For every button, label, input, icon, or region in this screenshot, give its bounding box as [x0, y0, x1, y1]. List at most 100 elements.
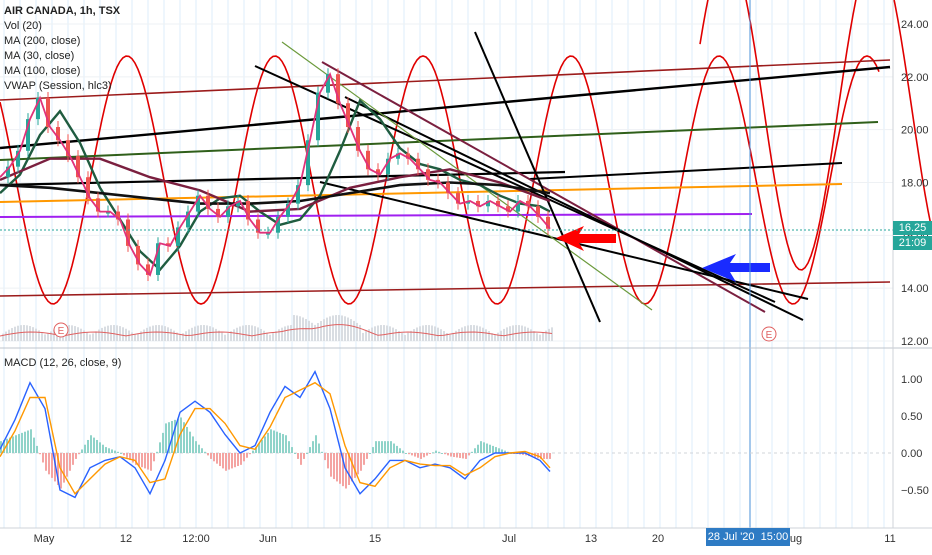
sine-wave-2[interactable] — [699, 0, 932, 271]
volume-bar — [44, 334, 46, 341]
volume-bar — [434, 326, 436, 341]
macd-hist-bar — [249, 453, 251, 455]
volume-bar — [89, 334, 91, 341]
indicator-ma100[interactable]: MA (100, close) — [4, 65, 81, 77]
macd-hist-bar — [105, 447, 107, 453]
macd-hist-bar — [69, 453, 71, 471]
black-mid-trend-line-2[interactable] — [529, 162, 843, 180]
volume-bar — [524, 326, 526, 341]
macd-hist-bar — [162, 432, 164, 453]
falling-trend-line-3[interactable] — [344, 96, 804, 321]
macd-hist-bar — [486, 443, 488, 453]
macd-hist-bar — [30, 429, 32, 453]
volume-bar — [209, 326, 211, 341]
volume-bar — [404, 334, 406, 341]
candle-body — [396, 153, 400, 159]
indicator-ma30[interactable]: MA (30, close) — [4, 50, 75, 62]
candle-body — [276, 216, 280, 233]
macd-hist-bar — [378, 441, 380, 453]
volume-bar — [383, 325, 385, 341]
macd-hist-bar — [81, 449, 83, 453]
macd-hist-bar — [225, 453, 227, 471]
purple-support-line[interactable] — [0, 213, 753, 218]
earnings-marker-2[interactable]: E — [761, 326, 777, 342]
macd-hist-bar — [255, 447, 257, 453]
volume-bar — [29, 326, 31, 341]
macd-series-line — [0, 381, 551, 495]
volume-bar — [368, 329, 370, 341]
volume-bar — [548, 328, 550, 341]
macd-hist-bar — [147, 453, 149, 470]
macd-hist-bar — [405, 453, 407, 454]
macd-legend[interactable]: MACD (12, 26, close, 9) — [4, 356, 121, 371]
candle-body — [386, 158, 390, 175]
volume-bar — [104, 326, 106, 341]
candle-body — [546, 216, 550, 229]
time-tick-label: 15 — [369, 533, 381, 545]
macd-hist-bar — [3, 439, 5, 453]
macd-hist-bar — [90, 435, 92, 453]
time-tick-label: 12 — [120, 533, 132, 545]
macd-hist-bar — [36, 445, 38, 453]
volume-bar — [302, 317, 304, 341]
red-arrow[interactable] — [556, 226, 616, 251]
macd-hist-bar — [519, 453, 521, 455]
macd-hist-bar — [498, 448, 500, 453]
macd-hist-bar — [168, 422, 170, 453]
sine-wave-drawings[interactable] — [0, 0, 932, 305]
macd-hist-bar — [144, 453, 146, 469]
blue-arrow[interactable] — [702, 254, 770, 282]
time-tick-label: May — [34, 533, 55, 545]
thin-green-trend-line[interactable] — [281, 41, 653, 311]
volume-bar — [386, 325, 388, 341]
price-tick-label: 22.00 — [901, 72, 929, 84]
indicator-ma200[interactable]: MA (200, close) — [4, 35, 81, 47]
volume-bar — [512, 325, 514, 341]
macd-hist-bar — [138, 453, 140, 467]
volume-bar — [32, 327, 34, 341]
volume-bar — [413, 329, 415, 341]
macd-axis[interactable]: 1.00 0.50 0.00 −0.50 — [901, 374, 929, 497]
volume-bar — [179, 334, 181, 341]
indicator-vol[interactable]: Vol (20) — [4, 20, 42, 32]
black-upper-trend-line[interactable] — [0, 65, 891, 150]
macd-hist-bar — [444, 453, 446, 455]
macd-hist-bar — [423, 453, 425, 458]
candle-body — [236, 200, 240, 207]
volume-bar — [431, 325, 433, 341]
green-trend-line[interactable] — [0, 121, 879, 161]
macd-hist-bar — [321, 451, 323, 453]
macd-hist-bar — [330, 453, 332, 477]
volume-bar — [365, 330, 367, 341]
time-axis[interactable]: May 12 12:00 Jun 15 Jul 13 20 ug 11 — [34, 533, 896, 545]
volume-bar — [53, 329, 55, 341]
channel-top-line[interactable] — [0, 59, 891, 101]
earnings-marker-1[interactable]: E — [53, 322, 69, 338]
price-legend[interactable]: AIR CANADA, 1h, TSX Vol (20) MA (200, cl… — [4, 4, 120, 94]
macd-hist-bar — [18, 434, 20, 453]
candle-body — [116, 211, 120, 220]
price-tick-label: 14.00 — [901, 283, 929, 295]
sine-wave-1[interactable] — [0, 55, 880, 305]
candle-body — [126, 219, 130, 246]
channel-bottom-line[interactable] — [0, 281, 891, 297]
macd-hist-bar — [42, 453, 44, 463]
macd-hist-bar — [282, 434, 284, 453]
orange-trend-line[interactable] — [0, 183, 843, 203]
steep-falling-line[interactable] — [474, 31, 601, 323]
volume-bar — [317, 323, 319, 341]
macd-hist-bar — [396, 445, 398, 453]
macd-hist-bar — [111, 449, 113, 453]
indicator-vwap[interactable]: VWAP (Session, hlc3) — [4, 80, 112, 92]
volume-bar — [113, 325, 115, 341]
macd-hist-bar — [141, 453, 143, 468]
volume-bar — [290, 325, 292, 341]
price-tick-label: 20.00 — [901, 125, 929, 137]
volume-bar — [494, 334, 496, 341]
volume-bar — [194, 326, 196, 341]
macd-hist-bar — [210, 453, 212, 459]
crosshair-time: 15:00 — [760, 531, 789, 543]
macd-hist-bar — [303, 453, 305, 459]
volume-bar — [50, 331, 52, 341]
